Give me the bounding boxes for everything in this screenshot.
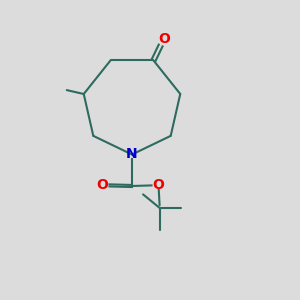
Text: O: O xyxy=(152,178,164,192)
Text: N: N xyxy=(126,148,138,161)
Text: O: O xyxy=(96,178,108,192)
Text: O: O xyxy=(158,32,170,46)
